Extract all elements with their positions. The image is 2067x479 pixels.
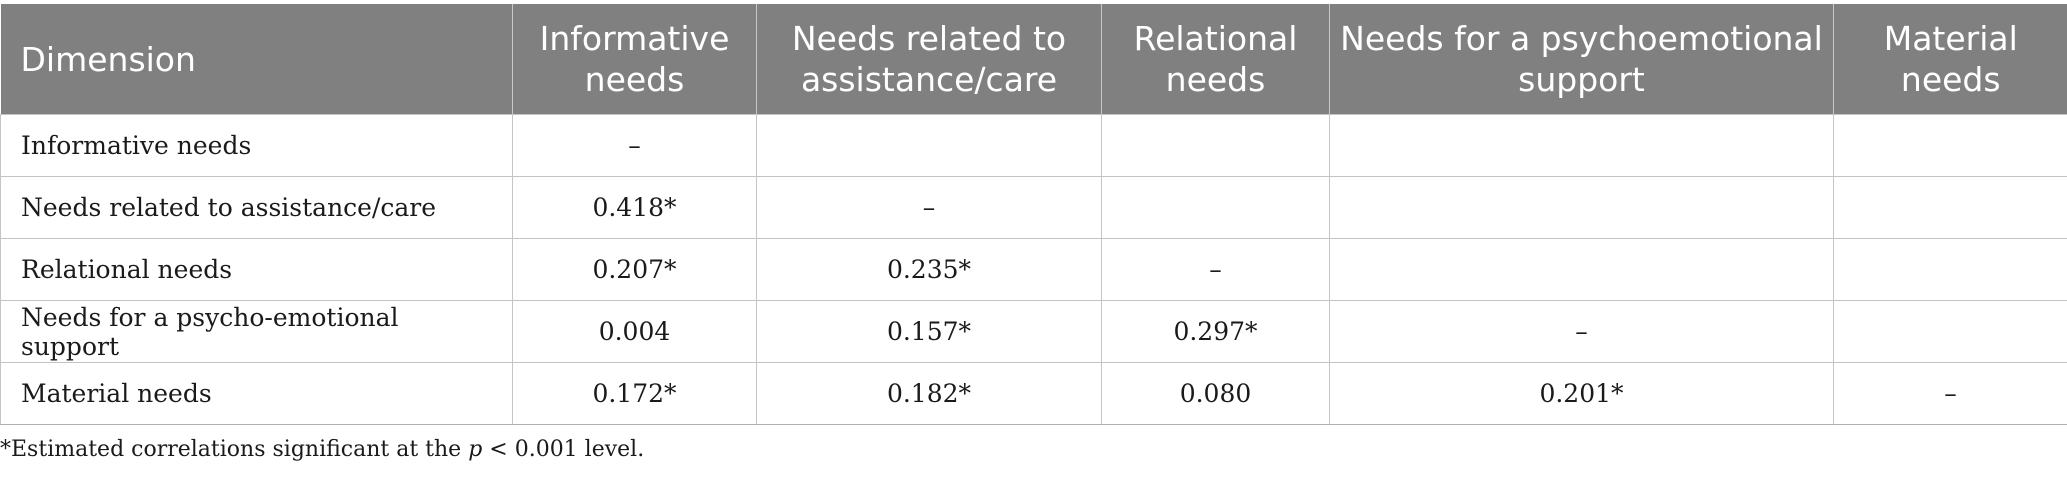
row-label: Material needs	[0, 362, 513, 425]
row-label: Informative needs	[0, 114, 513, 177]
table-cell	[1833, 114, 2067, 177]
table-cell	[1833, 300, 2067, 363]
table-cell	[1833, 176, 2067, 239]
table-cell: –	[512, 114, 757, 177]
table-cell: –	[1329, 300, 1834, 363]
footnote-prefix: *Estimated correlations significant at t…	[0, 437, 469, 462]
table-cell: 0.418*	[512, 176, 757, 239]
footnote-p-symbol: p	[468, 437, 483, 462]
table-cell: 0.004	[512, 300, 757, 363]
table-cell: 0.201*	[1329, 362, 1834, 425]
table-cell: –	[756, 176, 1102, 239]
table-cell	[1329, 176, 1834, 239]
table-footnote: *Estimated correlations significant at t…	[0, 437, 644, 462]
header-informative-needs: Informative needs	[512, 4, 757, 115]
table-row: Needs for a psycho-emotional support 0.0…	[0, 300, 2067, 363]
header-psychoemotional-support-needs: Needs for a psychoemotional support	[1329, 4, 1834, 115]
table-cell	[1329, 238, 1834, 301]
correlation-table: Dimension Informative needs Needs relate…	[0, 4, 2067, 425]
correlation-table-container: Dimension Informative needs Needs relate…	[0, 4, 2067, 425]
header-assistance-care-needs: Needs related to assistance/care	[756, 4, 1102, 115]
row-label: Needs for a psycho-emotional support	[0, 300, 513, 363]
table-cell: –	[1833, 362, 2067, 425]
table-cell	[1101, 114, 1330, 177]
table-cell: 0.182*	[756, 362, 1102, 425]
row-label: Relational needs	[0, 238, 513, 301]
table-cell: 0.235*	[756, 238, 1102, 301]
table-cell	[1101, 176, 1330, 239]
table-row: Informative needs –	[0, 114, 2067, 177]
table-cell: 0.157*	[756, 300, 1102, 363]
table-row: Relational needs 0.207* 0.235* –	[0, 238, 2067, 301]
table-cell: 0.080	[1101, 362, 1330, 425]
footnote-suffix: < 0.001 level.	[482, 437, 645, 462]
header-material-needs: Material needs	[1833, 4, 2067, 115]
header-relational-needs: Relational needs	[1101, 4, 1330, 115]
table-cell	[1329, 114, 1834, 177]
header-row: Dimension Informative needs Needs relate…	[0, 4, 2067, 115]
table-cell: 0.172*	[512, 362, 757, 425]
table-cell: 0.207*	[512, 238, 757, 301]
table-cell	[756, 114, 1102, 177]
table-row: Needs related to assistance/care 0.418* …	[0, 176, 2067, 239]
row-label: Needs related to assistance/care	[0, 176, 513, 239]
header-dimension: Dimension	[0, 4, 513, 115]
table-cell: 0.297*	[1101, 300, 1330, 363]
table-row: Material needs 0.172* 0.182* 0.080 0.201…	[0, 362, 2067, 425]
table-cell	[1833, 238, 2067, 301]
table-cell: –	[1101, 238, 1330, 301]
